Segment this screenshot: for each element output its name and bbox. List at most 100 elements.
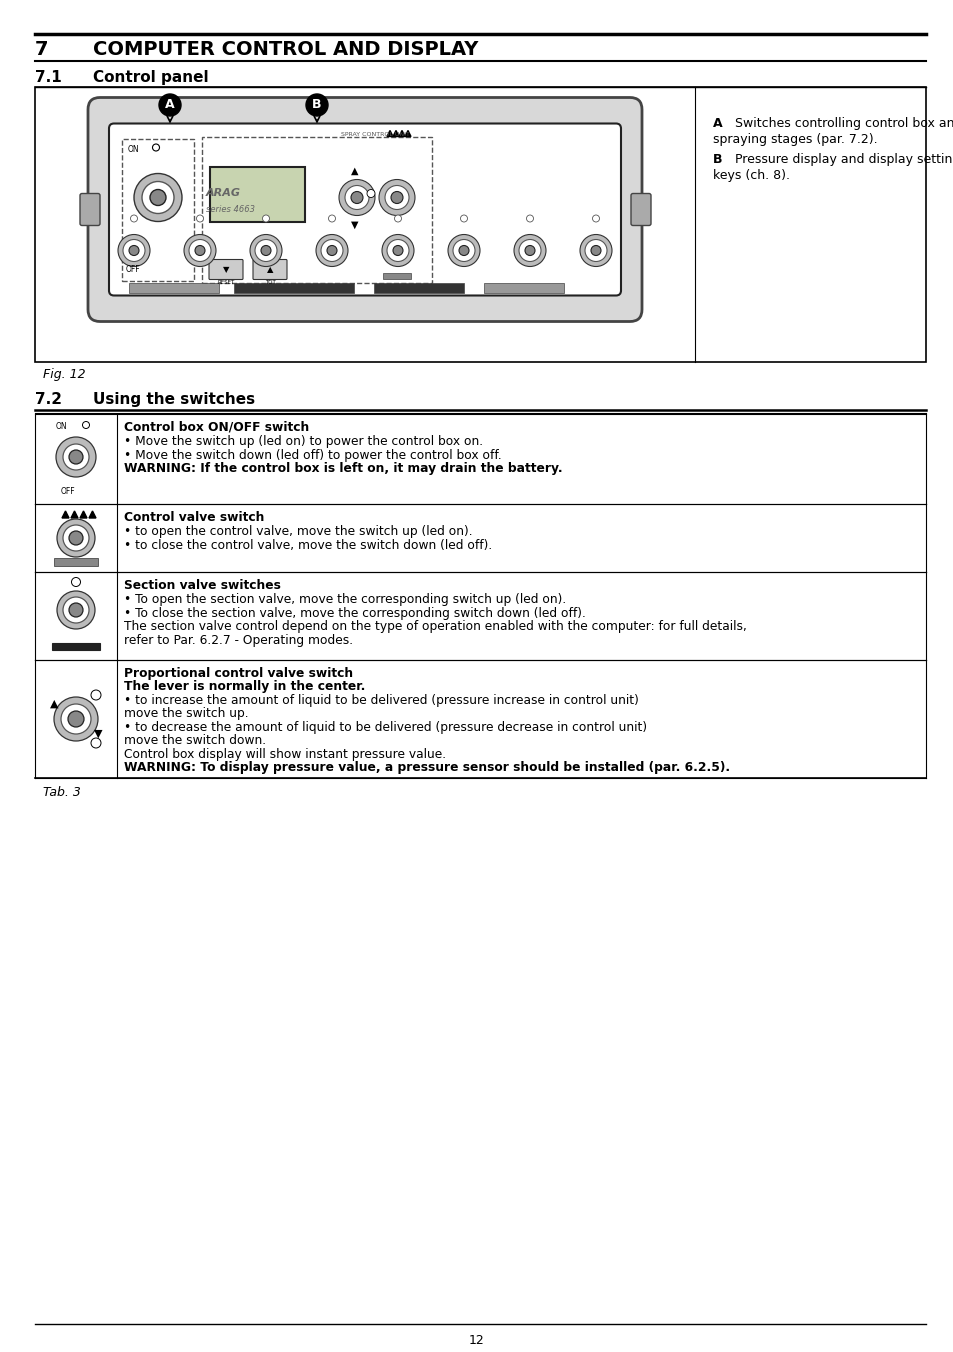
Circle shape	[91, 690, 101, 700]
FancyBboxPatch shape	[253, 260, 287, 280]
Circle shape	[69, 603, 83, 617]
Text: A: A	[165, 99, 174, 111]
Text: 12: 12	[469, 1334, 484, 1347]
Text: move the switch up.: move the switch up.	[124, 707, 249, 721]
Circle shape	[526, 215, 533, 222]
Polygon shape	[405, 131, 411, 137]
Text: • Move the switch up (led on) to power the control box on.: • Move the switch up (led on) to power t…	[124, 435, 482, 449]
Text: Control box ON/OFF switch: Control box ON/OFF switch	[124, 420, 309, 434]
Circle shape	[592, 215, 598, 222]
Circle shape	[327, 246, 336, 256]
Text: SPRAY CONTROL UNIT: SPRAY CONTROL UNIT	[340, 132, 409, 138]
Bar	[202, 137, 432, 283]
Circle shape	[306, 95, 328, 116]
FancyBboxPatch shape	[88, 97, 641, 322]
Polygon shape	[71, 511, 78, 518]
Text: ON: ON	[128, 145, 139, 154]
Circle shape	[395, 215, 401, 222]
Circle shape	[315, 234, 348, 266]
Circle shape	[159, 95, 181, 116]
Circle shape	[460, 215, 467, 222]
Polygon shape	[393, 131, 398, 137]
Text: B: B	[312, 99, 321, 111]
Circle shape	[123, 239, 145, 261]
Bar	[483, 283, 563, 292]
Circle shape	[129, 246, 139, 256]
Text: ▲: ▲	[50, 699, 58, 708]
Circle shape	[71, 577, 80, 587]
Circle shape	[150, 189, 166, 206]
Circle shape	[196, 215, 203, 222]
Text: • To close the section valve, move the corresponding switch down (led off).: • To close the section valve, move the c…	[124, 607, 585, 621]
Bar	[210, 166, 305, 222]
Circle shape	[254, 239, 276, 261]
Bar	[35, 87, 925, 362]
Circle shape	[518, 239, 540, 261]
Text: WARNING: To display pressure value, a pressure sensor should be installed (par. : WARNING: To display pressure value, a pr…	[124, 761, 729, 775]
Circle shape	[378, 180, 415, 215]
Text: B: B	[712, 153, 721, 166]
Bar	[122, 138, 193, 280]
Circle shape	[152, 145, 159, 151]
Bar	[233, 283, 354, 292]
Circle shape	[345, 185, 369, 210]
Circle shape	[142, 181, 173, 214]
Text: keys (ch. 8).: keys (ch. 8).	[712, 169, 789, 183]
Circle shape	[63, 598, 89, 623]
Text: TOT: TOT	[264, 280, 275, 285]
Text: series 4663: series 4663	[206, 204, 254, 214]
Polygon shape	[387, 131, 393, 137]
Text: • Move the switch down (led off) to power the control box off.: • Move the switch down (led off) to powe…	[124, 449, 501, 462]
Circle shape	[261, 246, 271, 256]
Text: ▲: ▲	[267, 265, 273, 274]
Text: COMPUTER CONTROL AND DISPLAY: COMPUTER CONTROL AND DISPLAY	[92, 41, 477, 59]
Text: • to close the control valve, move the switch down (led off).: • to close the control valve, move the s…	[124, 539, 492, 552]
Text: ▼: ▼	[93, 729, 102, 740]
Circle shape	[262, 215, 269, 222]
Bar	[374, 283, 463, 292]
Text: • to decrease the amount of liquid to be delivered (pressure decrease in control: • to decrease the amount of liquid to be…	[124, 721, 646, 734]
Circle shape	[133, 173, 182, 222]
Text: WARNING: If the control box is left on, it may drain the battery.: WARNING: If the control box is left on, …	[124, 462, 562, 476]
Circle shape	[453, 239, 475, 261]
Circle shape	[320, 239, 343, 261]
Text: • To open the section valve, move the corresponding switch up (led on).: • To open the section valve, move the co…	[124, 594, 566, 607]
Text: A: A	[712, 118, 721, 130]
Circle shape	[57, 519, 95, 557]
Text: Control panel: Control panel	[92, 70, 209, 85]
Circle shape	[393, 246, 402, 256]
FancyBboxPatch shape	[80, 193, 100, 226]
Bar	[52, 644, 100, 650]
Circle shape	[381, 234, 414, 266]
Text: The section valve control depend on the type of operation enabled with the compu: The section valve control depend on the …	[124, 621, 746, 634]
Circle shape	[54, 698, 98, 741]
Bar	[54, 558, 98, 566]
Text: 7.1: 7.1	[35, 70, 62, 85]
Text: spraying stages (par. 7.2).: spraying stages (par. 7.2).	[712, 132, 877, 146]
Text: Control box display will show instant pressure value.: Control box display will show instant pr…	[124, 748, 446, 761]
Circle shape	[590, 246, 600, 256]
Circle shape	[367, 189, 375, 197]
Circle shape	[63, 443, 89, 470]
Circle shape	[131, 215, 137, 222]
Circle shape	[584, 239, 606, 261]
Polygon shape	[62, 511, 69, 518]
FancyBboxPatch shape	[109, 123, 620, 296]
Circle shape	[338, 180, 375, 215]
Text: The lever is normally in the center.: The lever is normally in the center.	[124, 680, 365, 694]
Circle shape	[385, 185, 409, 210]
Circle shape	[250, 234, 282, 266]
Circle shape	[61, 704, 91, 734]
Text: Pressure display and display setting: Pressure display and display setting	[726, 153, 953, 166]
Circle shape	[68, 711, 84, 727]
Text: move the switch down.: move the switch down.	[124, 734, 266, 748]
Circle shape	[82, 422, 90, 429]
Bar	[382, 273, 411, 279]
Text: Using the switches: Using the switches	[92, 392, 254, 407]
Circle shape	[56, 437, 96, 477]
Text: ▼: ▼	[222, 265, 229, 274]
Text: ▼: ▼	[351, 219, 358, 230]
Circle shape	[63, 525, 89, 552]
Text: Proportional control valve switch: Proportional control valve switch	[124, 667, 353, 680]
Text: Switches controlling control box and: Switches controlling control box and	[726, 118, 953, 130]
